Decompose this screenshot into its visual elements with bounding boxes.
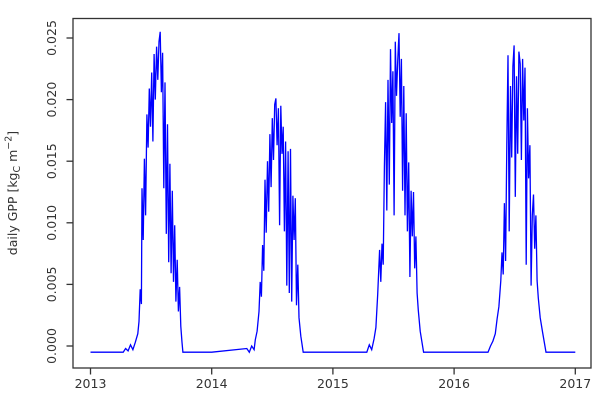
series-layer xyxy=(90,31,576,354)
y-axis-title-sub: C xyxy=(12,166,23,173)
y-tick-label: 0.025 xyxy=(44,20,59,56)
y-tick-label: 0.000 xyxy=(44,328,59,364)
y-tick-label: 0.020 xyxy=(44,82,59,118)
y-axis-title-pre: daily GPP [kg xyxy=(5,173,20,256)
x-tick-label: 2014 xyxy=(196,376,228,391)
y-axis-title-sup: −2 xyxy=(4,136,15,150)
x-tick-label: 2015 xyxy=(317,376,349,391)
y-tick-label: 0.010 xyxy=(44,205,59,241)
x-tick-label: 2013 xyxy=(75,376,107,391)
x-tick-label: 2016 xyxy=(438,376,470,391)
y-axis: 0.000 0.005 0.010 0.015 0.020 0.025 xyxy=(44,20,73,364)
x-axis: 2013 2014 2015 2016 2017 xyxy=(75,368,591,391)
plot-frame xyxy=(72,17,592,369)
y-tick-label: 0.005 xyxy=(44,267,59,303)
y-axis-title-post: ] xyxy=(5,131,20,136)
gpp-line xyxy=(90,31,576,354)
y-tick-label: 0.015 xyxy=(44,143,59,179)
y-axis-title: daily GPP [kgC m−2] xyxy=(4,131,24,255)
x-tick-label: 2017 xyxy=(559,376,591,391)
y-axis-title-mid: m xyxy=(5,150,20,166)
